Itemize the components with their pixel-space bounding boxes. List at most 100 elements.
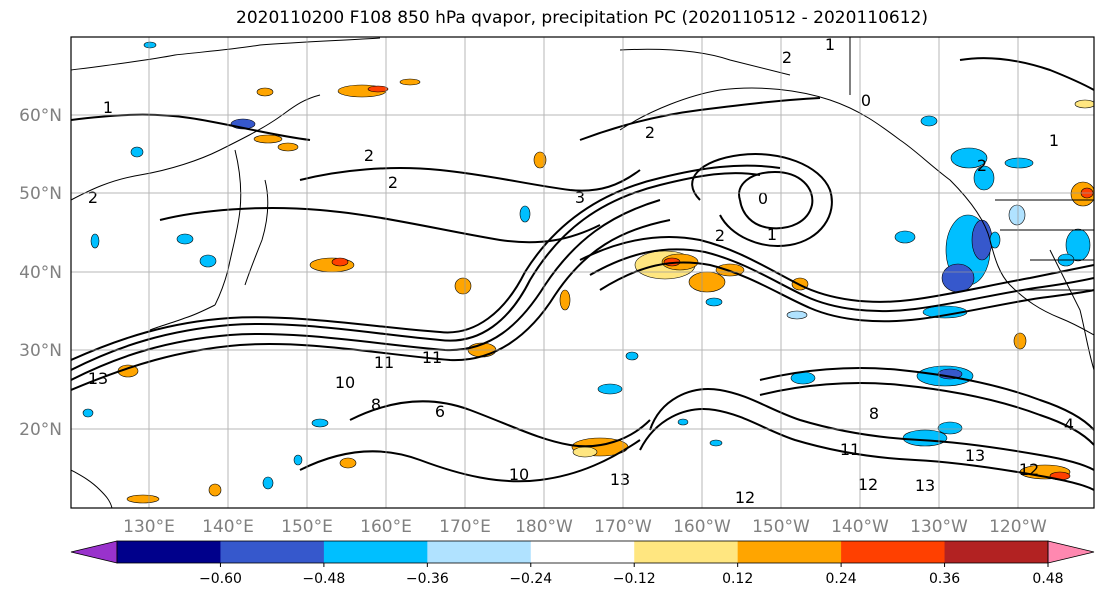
longitude-label: 150°E — [281, 517, 333, 537]
colorbar-extend-low — [70, 540, 118, 564]
anomaly-patch — [705, 297, 723, 307]
anomaly-patch — [311, 418, 329, 428]
anomaly-patch — [130, 146, 144, 158]
longitude-label: 120°W — [989, 517, 1047, 537]
contour-label: 1 — [825, 35, 835, 54]
colorbar-ticks: −0.60 −0.48 −0.36 −0.24 −0.12 0.12 0.24 0.36 0.4… — [199, 563, 1064, 587]
contour-label: 12 — [1019, 460, 1039, 479]
longitude-labels: 130°E 140°E 150°E 160°E 170°E 180°W 170°W 160°W… — [123, 517, 1047, 537]
map-title: 2020110200 F108 850 hPa qvapor, precipit… — [236, 8, 928, 28]
colorbar-segment — [841, 541, 946, 563]
anomaly-patch — [1065, 228, 1091, 262]
contour-label: 1 — [767, 225, 777, 244]
contour-label: 1 — [103, 98, 113, 117]
anomaly-patch — [208, 483, 222, 497]
contour-label: 0 — [758, 189, 768, 208]
anomaly-patch — [894, 230, 916, 244]
contour-label: 12 — [735, 488, 755, 507]
contour-label: 8 — [371, 395, 381, 414]
precipitation-anomaly-layer — [82, 41, 1094, 504]
contour-label: 13 — [915, 476, 935, 495]
contour-label: 8 — [869, 404, 879, 423]
contour-label: 12 — [858, 475, 878, 494]
contour-label: 6 — [435, 402, 445, 421]
contour-label: 2 — [88, 188, 98, 207]
colorbar-segment — [634, 541, 739, 563]
anomaly-patch — [399, 78, 421, 86]
longitude-label: 140°W — [831, 517, 889, 537]
contour-label: 2 — [388, 173, 398, 192]
colorbar-tick-label: −0.24 — [509, 571, 552, 587]
anomaly-patch — [82, 408, 94, 418]
contour-label: 2 — [645, 123, 655, 142]
contour-label: 2 — [782, 48, 792, 67]
anomaly-patch — [625, 351, 639, 361]
anomaly-patch — [339, 457, 357, 469]
colorbar-segment — [427, 541, 532, 563]
latitude-labels: 60°N 50°N 40°N 30°N 20°N — [19, 106, 62, 440]
contour-label: 2 — [715, 226, 725, 245]
anomaly-patch — [262, 476, 274, 490]
contour-label: 13 — [88, 369, 108, 388]
colorbar-segment — [323, 541, 428, 563]
coastlines — [71, 37, 1094, 508]
anomaly-patch — [920, 115, 938, 127]
colorbar-tick-label: −0.60 — [199, 571, 242, 587]
contour-label: 1 — [1049, 131, 1059, 150]
anomaly-patch — [253, 134, 283, 144]
anomaly-patch — [519, 205, 531, 223]
contour-label: 10 — [509, 465, 529, 484]
colorbar-segment — [117, 541, 221, 563]
anomaly-patch — [143, 41, 157, 49]
anomaly-patch — [559, 289, 571, 311]
anomaly-patch — [971, 219, 993, 261]
colorbar-segment — [737, 541, 842, 563]
anomaly-patch — [90, 233, 100, 249]
anomaly-patch — [572, 446, 598, 458]
longitude-label: 160°W — [673, 517, 731, 537]
anomaly-patch — [709, 439, 723, 447]
anomaly-patch — [902, 429, 948, 447]
anomaly-patch — [950, 147, 988, 169]
colorbar-extend-high — [1047, 540, 1095, 564]
latitude-label: 50°N — [19, 184, 62, 204]
longitude-label: 160°E — [360, 517, 412, 537]
anomaly-patch — [293, 454, 303, 466]
latitude-label: 60°N — [19, 106, 62, 126]
contour-label: 0 — [861, 91, 871, 110]
contour-label: 2 — [364, 146, 374, 165]
colorbar-outline — [116, 540, 1049, 564]
anomaly-patch — [533, 151, 547, 169]
anomaly-patch — [199, 254, 217, 268]
contour-label: 10 — [335, 373, 355, 392]
colorbar-segment — [530, 541, 635, 563]
contour-label: 13 — [965, 446, 985, 465]
longitude-label: 170°W — [594, 517, 652, 537]
anomaly-patch — [937, 421, 963, 435]
colorbar-tick-label: −0.36 — [406, 571, 449, 587]
longitude-label: 130°W — [910, 517, 968, 537]
longitude-label: 180°W — [515, 517, 573, 537]
colorbar-tick-label: −0.12 — [613, 571, 656, 587]
map-frame — [70, 36, 1095, 509]
anomaly-patch — [973, 165, 995, 191]
colorbar-tick-label: −0.48 — [302, 571, 345, 587]
anomaly-patch — [1074, 99, 1094, 109]
contour-label: 4 — [1064, 415, 1074, 434]
longitude-label: 150°W — [752, 517, 810, 537]
colorbar-tick-label: 0.36 — [929, 571, 960, 587]
contour-label: 2 — [977, 156, 987, 175]
contour-label: 11 — [840, 440, 860, 459]
anomaly-patch — [1004, 157, 1034, 169]
anomaly-patch — [1013, 332, 1027, 350]
colorbar-segment — [944, 541, 1049, 563]
longitude-label: 140°E — [202, 517, 254, 537]
contour-label: 13 — [610, 470, 630, 489]
anomaly-patch — [126, 494, 160, 504]
anomaly-patch — [331, 257, 349, 267]
anomaly-patch — [786, 310, 808, 320]
anomaly-patch — [1008, 204, 1026, 226]
anomaly-patch — [677, 418, 689, 426]
